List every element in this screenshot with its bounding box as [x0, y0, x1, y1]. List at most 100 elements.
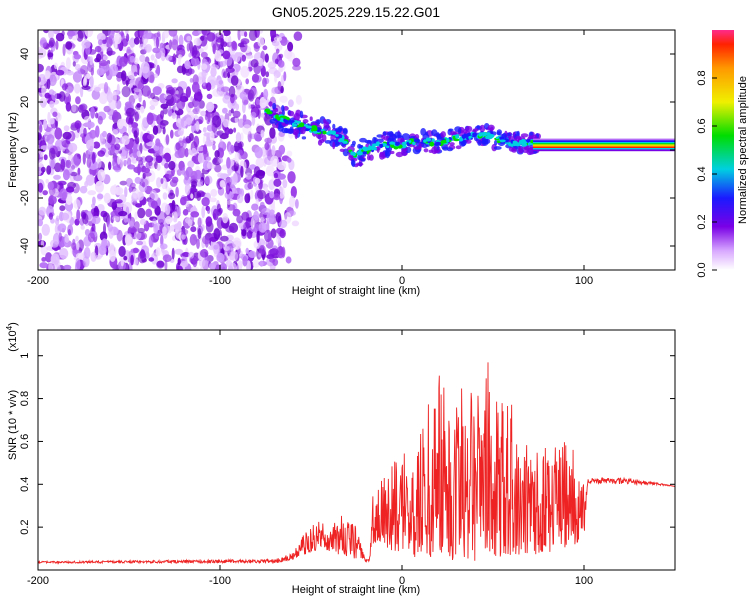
noise-speckle	[152, 218, 157, 229]
noise-speckle	[133, 37, 140, 45]
noise-speckle	[242, 161, 247, 173]
noise-speckle	[240, 165, 244, 178]
noise-speckle	[210, 188, 218, 197]
noise-speckle	[193, 37, 202, 46]
noise-speckle	[176, 65, 184, 74]
noise-speckle	[200, 110, 207, 117]
noise-speckle	[220, 235, 229, 242]
noise-speckle	[156, 31, 161, 38]
noise-speckle	[184, 182, 191, 196]
noise-speckle	[133, 71, 138, 77]
spectrogram-x-axis-label: Height of straight line (km)	[292, 285, 420, 297]
noise-speckle	[176, 206, 181, 217]
noise-speckle	[169, 39, 172, 50]
ridge-halo-blob	[487, 124, 495, 131]
noise-speckle	[209, 131, 215, 143]
noise-speckle	[101, 238, 108, 248]
noise-speckle	[212, 115, 222, 128]
noise-speckle	[248, 30, 258, 41]
colorbar-tick-label: 0.0	[696, 262, 708, 277]
noise-speckle	[134, 221, 140, 230]
noise-speckle	[125, 80, 129, 87]
noise-speckle	[213, 228, 221, 240]
ridge-core-blob	[305, 125, 312, 129]
noise-speckle	[250, 189, 254, 200]
noise-speckle	[127, 40, 133, 45]
noise-speckle	[134, 30, 141, 38]
ridge-core-blob	[519, 140, 522, 145]
noise-speckle	[54, 127, 63, 140]
noise-speckle	[187, 219, 193, 227]
ridge-core-blob	[435, 141, 441, 146]
noise-speckle	[85, 45, 91, 56]
spectrogram-y-tick-label: 20	[19, 96, 31, 108]
noise-speckle	[65, 102, 72, 112]
noise-speckle	[87, 190, 97, 196]
noise-speckle	[263, 88, 269, 100]
noise-speckle	[276, 246, 285, 259]
noise-speckle	[59, 205, 66, 212]
noise-speckle	[218, 157, 224, 164]
noise-speckle	[269, 127, 276, 139]
ridge-core-blob	[459, 136, 463, 142]
snr-series-line	[38, 362, 675, 565]
noise-speckle	[258, 222, 268, 233]
ridge-halo-blob	[293, 112, 301, 121]
noise-speckle	[71, 242, 77, 251]
noise-speckle	[214, 150, 220, 158]
noise-speckle	[172, 53, 177, 65]
noise-speckle	[96, 32, 106, 42]
noise-speckle	[134, 176, 142, 184]
colorbar-tick-label: 0.6	[696, 118, 708, 133]
noise-speckle	[260, 112, 265, 118]
noise-speckle	[138, 159, 144, 166]
noise-speckle	[212, 143, 216, 151]
noise-speckle	[280, 39, 290, 44]
noise-speckle	[270, 30, 277, 40]
noise-speckle	[235, 132, 242, 144]
noise-speckle	[66, 186, 75, 193]
noise-speckle	[91, 211, 98, 217]
noise-speckle	[192, 256, 198, 268]
noise-speckle	[278, 66, 284, 73]
noise-speckle	[274, 58, 279, 65]
noise-speckle	[256, 189, 267, 200]
snr-y-tick-label: 0.8	[19, 391, 31, 406]
ridge-halo-blob	[384, 149, 392, 157]
noise-speckle	[149, 105, 156, 111]
noise-speckle	[44, 92, 51, 99]
noise-speckle	[247, 89, 255, 102]
noise-speckle	[200, 35, 205, 41]
noise-speckle	[75, 252, 85, 260]
noise-speckle	[175, 186, 179, 198]
noise-speckle	[162, 107, 168, 115]
noise-speckle	[204, 175, 213, 185]
noise-speckle	[119, 180, 128, 186]
noise-speckle	[177, 140, 184, 149]
noise-speckle	[181, 167, 185, 176]
noise-speckle	[234, 151, 240, 164]
noise-speckle	[216, 203, 221, 213]
noise-speckle	[176, 47, 186, 58]
noise-speckle	[86, 73, 91, 79]
noise-speckle	[181, 233, 186, 240]
noise-speckle	[194, 100, 201, 113]
noise-speckle	[83, 75, 87, 85]
noise-speckle	[179, 92, 188, 103]
noise-speckle	[71, 103, 77, 113]
ridge-core-blob	[327, 130, 333, 134]
noise-speckle	[137, 227, 146, 234]
noise-speckle	[269, 191, 275, 199]
noise-speckle	[171, 78, 178, 84]
noise-speckle	[48, 30, 54, 40]
ridge-core-blob	[485, 135, 489, 139]
noise-speckle	[123, 160, 128, 165]
noise-speckle	[53, 62, 58, 70]
ridge-halo-blob	[493, 146, 502, 150]
noise-speckle	[237, 118, 245, 128]
noise-speckle	[146, 112, 154, 125]
noise-speckle	[287, 41, 294, 52]
noise-speckle	[48, 74, 57, 87]
spectrogram-x-tick-label: -200	[27, 275, 49, 287]
noise-speckle	[259, 217, 265, 222]
